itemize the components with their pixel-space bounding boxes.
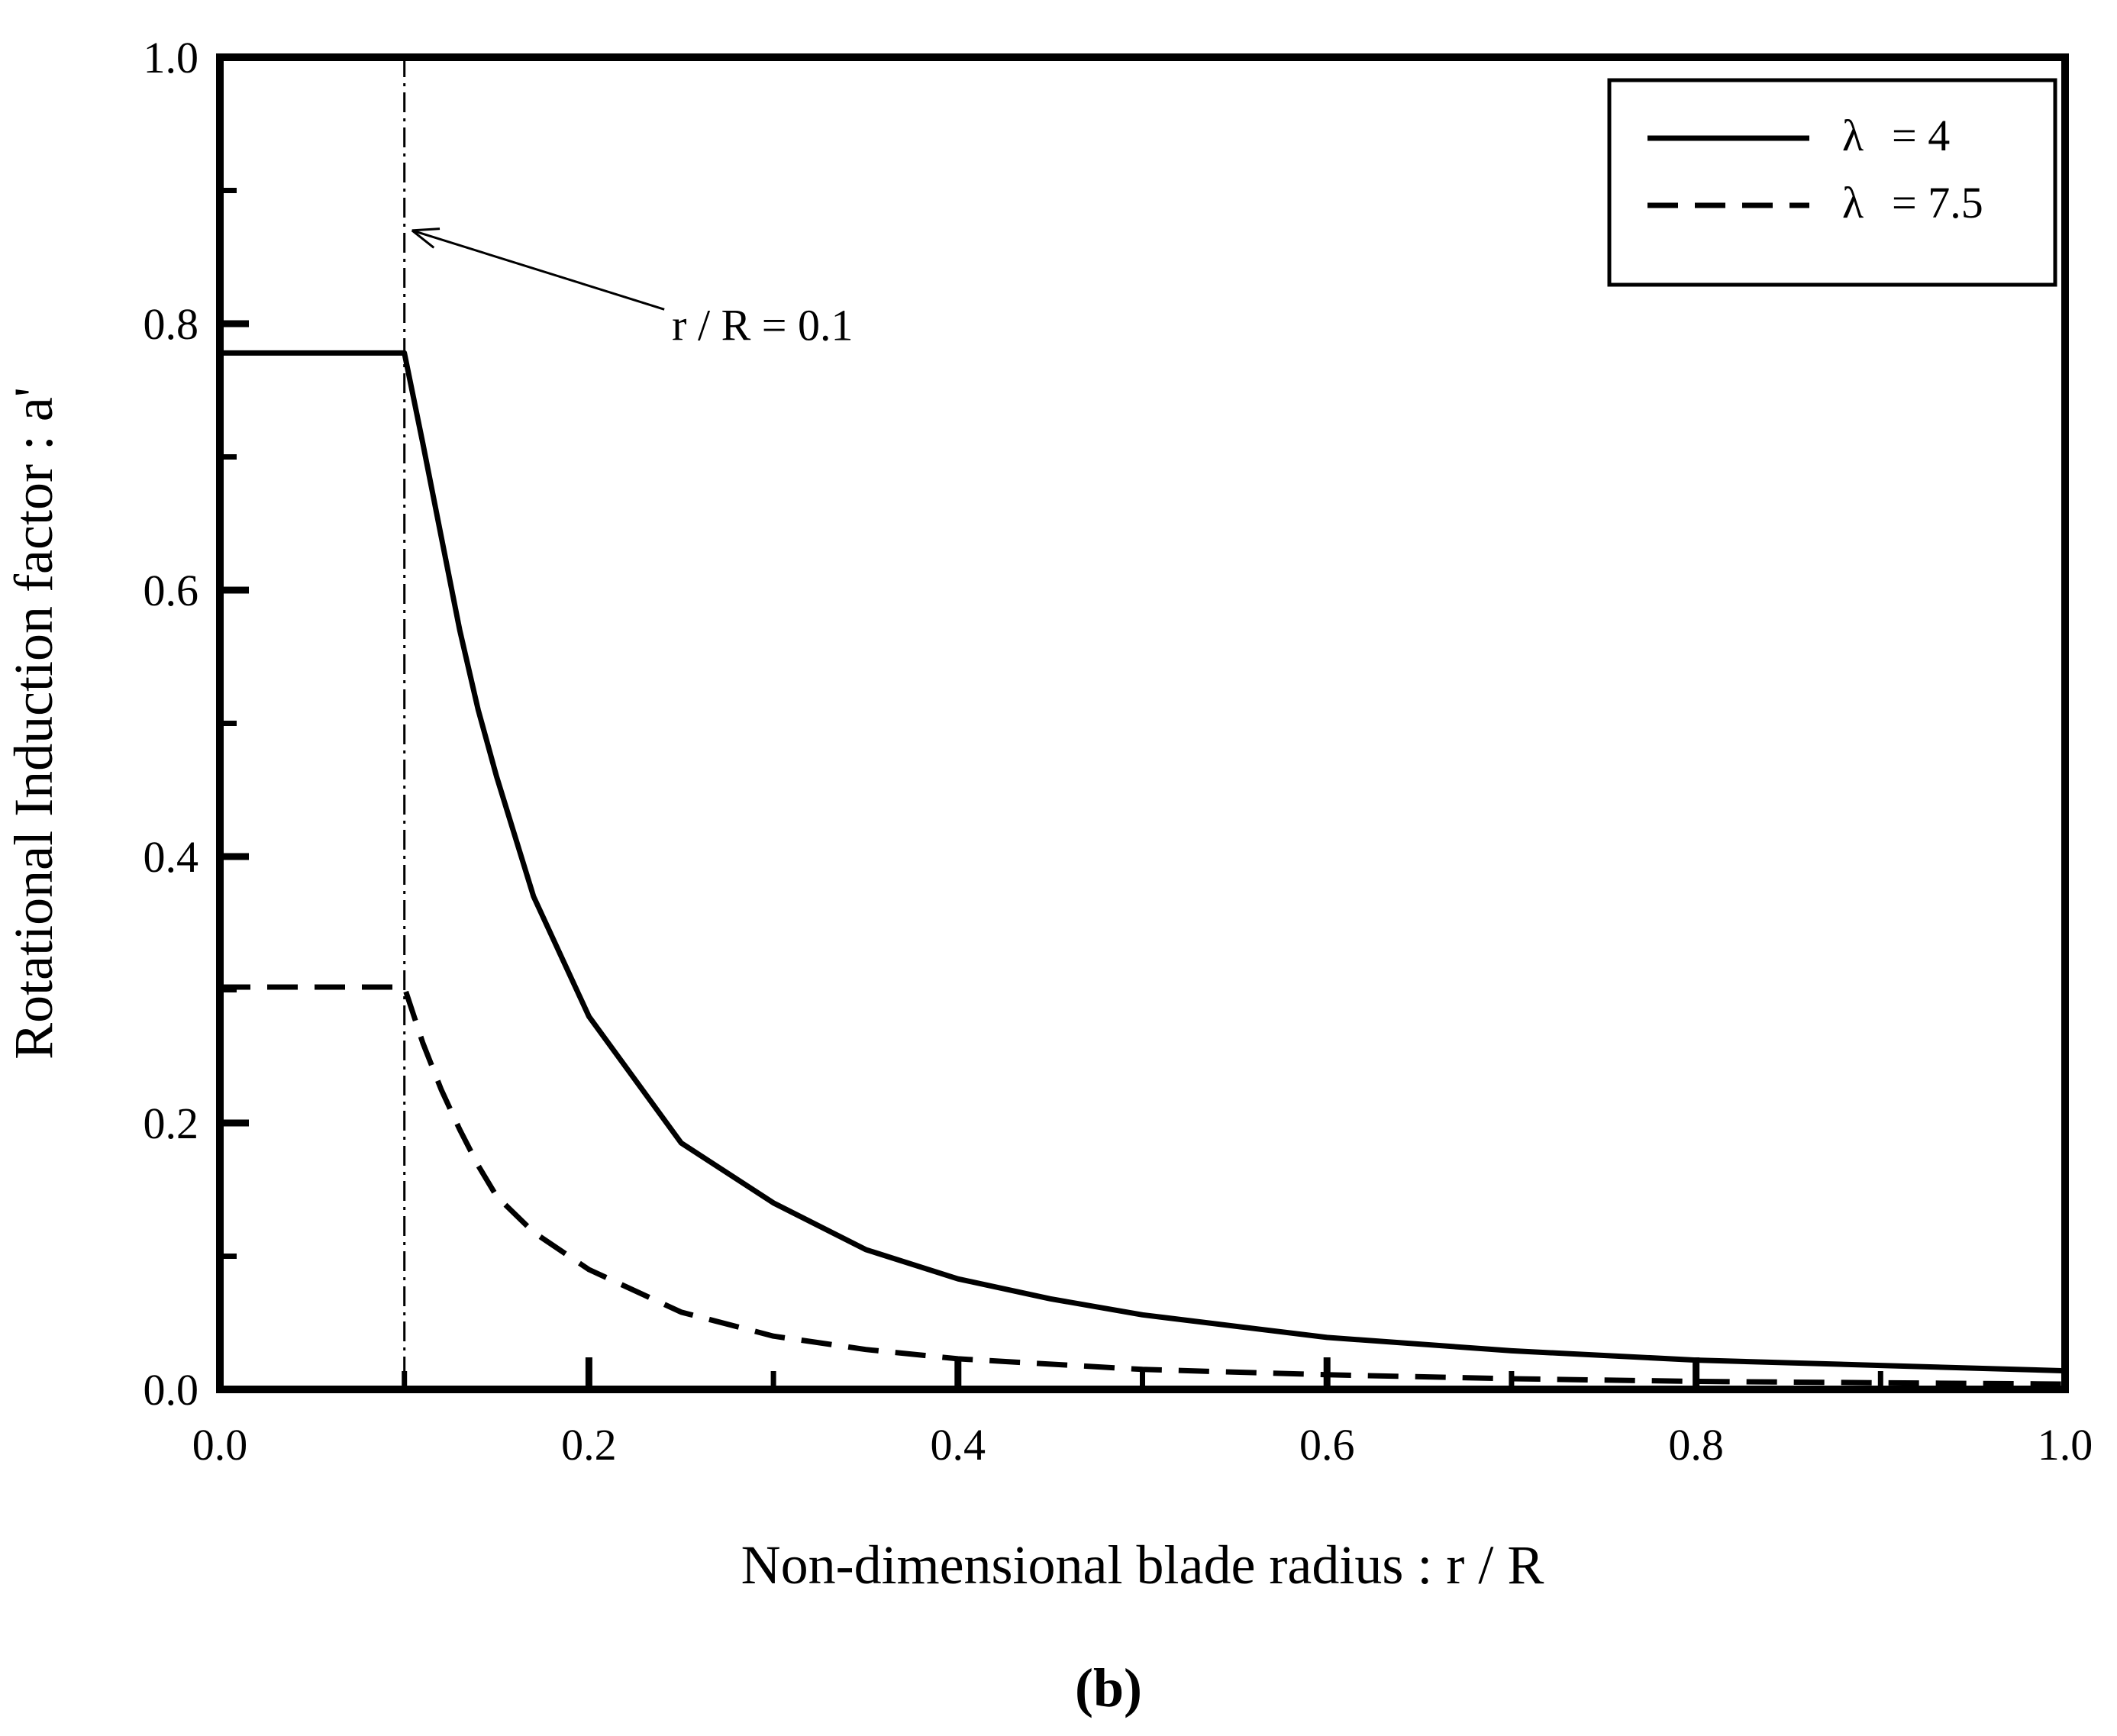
x-tick-label: 0.0 bbox=[192, 1420, 248, 1470]
annotation-arrow bbox=[411, 227, 665, 311]
series-layer bbox=[220, 350, 2066, 1387]
y-ticks bbox=[220, 53, 249, 1393]
plot-area-frame bbox=[216, 53, 2069, 1393]
x-axis-label: Non-dimensional blade radius : r / R bbox=[741, 1534, 1544, 1596]
legend-value-series-1: = 4 bbox=[1892, 111, 1950, 160]
x-tick-label: 0.4 bbox=[931, 1420, 986, 1470]
y-tick-label: 0.4 bbox=[144, 832, 199, 882]
legend-value-series-2: = 7.5 bbox=[1892, 178, 1983, 227]
y-tick-label: 0.0 bbox=[144, 1365, 199, 1415]
legend-symbol-series-1: λ bbox=[1842, 111, 1864, 160]
legend: λ = 4 λ = 7.5 bbox=[1607, 78, 2057, 287]
y-tick-labels: 0.0 0.2 0.4 0.6 0.8 1.0 bbox=[144, 33, 199, 1415]
x-tick-label: 0.8 bbox=[1668, 1420, 1724, 1470]
y-axis-label: Rotational Induction factor : a' bbox=[3, 387, 64, 1060]
x-tick-label: 0.6 bbox=[1299, 1420, 1355, 1470]
y-tick-label: 1.0 bbox=[144, 33, 199, 82]
x-tick-label: 1.0 bbox=[2038, 1420, 2093, 1470]
series-line-2 bbox=[220, 984, 2066, 1387]
annotation-label: r / R = 0.1 bbox=[672, 300, 853, 350]
x-tick-label: 0.2 bbox=[561, 1420, 617, 1470]
y-tick-label: 0.6 bbox=[144, 566, 199, 615]
x-tick-labels: 0.0 0.2 0.4 0.6 0.8 1.0 bbox=[192, 1420, 2093, 1470]
series-line-1 bbox=[220, 350, 2066, 1374]
panel-label: (b) bbox=[1075, 1657, 1142, 1718]
legend-box bbox=[1607, 78, 2057, 287]
y-tick-label: 0.8 bbox=[144, 299, 199, 349]
legend-symbol-series-2: λ bbox=[1842, 178, 1864, 227]
y-tick-label: 0.2 bbox=[144, 1099, 199, 1148]
